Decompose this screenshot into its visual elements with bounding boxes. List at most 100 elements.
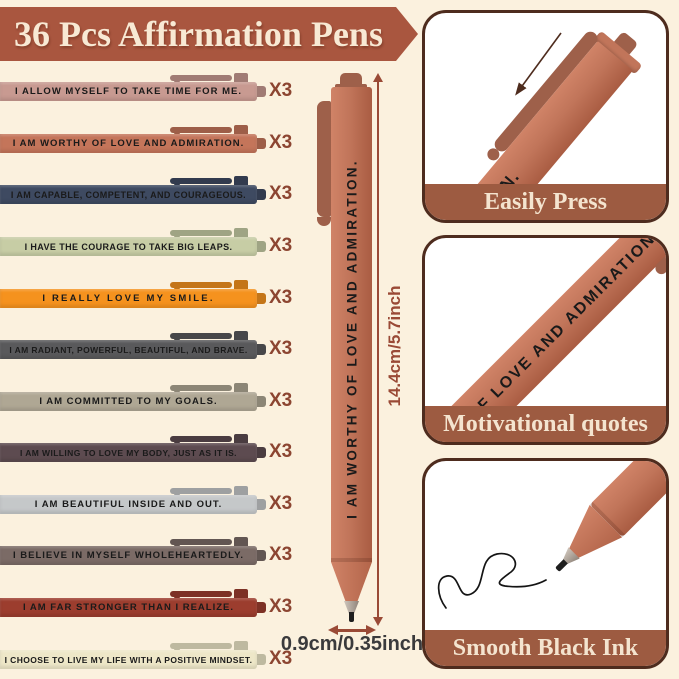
pen-body: I AM BEAUTIFUL INSIDE AND OUT. <box>0 495 257 514</box>
pen-body: I AM COMMITTED TO MY GOALS. <box>0 392 257 411</box>
featured-pen-nib <box>349 612 354 622</box>
affirmation-pen-row: I AM BEAUTIFUL INSIDE AND OUT. X3 <box>0 486 300 515</box>
pen-quote: I BELIEVE IN MYSELF WHOLEHEARTEDLY. <box>12 550 244 561</box>
pen-clip <box>170 436 232 446</box>
pen-tip <box>257 654 266 665</box>
pen-quote: I REALLY LOVE MY SMILE. <box>42 293 215 304</box>
pen-tip <box>257 293 266 304</box>
pen-clip <box>170 385 232 395</box>
pen-tip <box>257 344 266 355</box>
pen-body: I HAVE THE COURAGE TO TAKE BIG LEAPS. <box>0 237 257 256</box>
affirmation-pen-row: I AM RADIANT, POWERFUL, BEAUTIFUL, AND B… <box>0 331 300 360</box>
pen-body: I AM RADIANT, POWERFUL, BEAUTIFUL, AND B… <box>0 340 257 359</box>
callout-motivational-quotes: THY OF LOVE AND ADMIRATION. Motivational… <box>422 235 669 445</box>
pen-button <box>234 331 248 340</box>
featured-pen-ring <box>331 558 372 562</box>
pen-tip <box>257 602 266 613</box>
pen-clip <box>170 230 232 240</box>
pen-body: I AM CAPABLE, COMPETENT, AND COURAGEOUS. <box>0 185 257 204</box>
pen-body: I AM WORTHY OF LOVE AND ADMIRATION. <box>0 134 257 153</box>
featured-pen-flange <box>335 84 367 89</box>
pen-button <box>234 280 248 289</box>
pen-button <box>234 176 248 185</box>
arrow-right-icon <box>366 625 376 635</box>
pen-quote: I AM CAPABLE, COMPETENT, AND COURAGEOUS. <box>10 189 247 200</box>
pen-tip <box>257 550 266 561</box>
pen-quote: I HAVE THE COURAGE TO TAKE BIG LEAPS. <box>24 241 233 252</box>
title-banner: 36 Pcs Affirmation Pens <box>0 7 418 61</box>
pen-tip <box>257 241 266 252</box>
length-dimension-label: 14.4cm/5.7inch <box>385 285 404 407</box>
featured-pen-body: I AM WORTHY OF LOVE AND ADMIRATION. <box>331 87 372 562</box>
pen-quote: I AM COMMITTED TO MY GOALS. <box>39 396 218 407</box>
pen-tip <box>257 189 266 200</box>
affirmation-pen-row: I AM WORTHY OF LOVE AND ADMIRATION. X3 <box>0 125 300 154</box>
arrow-left-icon <box>328 625 338 635</box>
pen-quote: I AM WILLING TO LOVE MY BODY, JUST AS IT… <box>20 447 237 458</box>
callout-caption: Motivational quotes <box>443 410 648 437</box>
affirmation-pen-row: I AM FAR STRONGER THAN I REALIZE. X3 <box>0 589 300 618</box>
pen-clip <box>170 539 232 549</box>
affirmation-pen-row: I AM COMMITTED TO MY GOALS. X3 <box>0 383 300 412</box>
callout-caption-bar: Smooth Black Ink <box>425 630 666 666</box>
pen-body: I CHOOSE TO LIVE MY LIFE WITH A POSITIVE… <box>0 650 257 669</box>
pen-count-label: X3 <box>269 338 293 359</box>
length-dimension-line <box>377 80 379 620</box>
pen-button <box>234 383 248 392</box>
pen-tip <box>257 396 266 407</box>
featured-pen-quote: I AM WORTHY OF LOVE AND ADMIRATION. <box>344 158 359 519</box>
pen-count-label: X3 <box>269 648 293 669</box>
arrow-up-icon <box>373 73 383 82</box>
pen-clip <box>170 488 232 498</box>
pen-button <box>234 125 248 134</box>
callout-caption-bar: Motivational quotes <box>425 406 666 442</box>
pen-quote: I CHOOSE TO LIVE MY LIFE WITH A POSITIVE… <box>4 654 253 665</box>
pen-body: I REALLY LOVE MY SMILE. <box>0 289 257 308</box>
pen-clip <box>170 591 232 601</box>
ink-squiggle-icon <box>437 552 547 609</box>
callout-caption-bar: Easily Press <box>425 184 666 220</box>
pen-body: I BELIEVE IN MYSELF WHOLEHEARTEDLY. <box>0 546 257 565</box>
pen-quote: I AM RADIANT, POWERFUL, BEAUTIFUL, AND B… <box>9 344 248 355</box>
pen-count-label: X3 <box>269 390 293 411</box>
callout-caption: Easily Press <box>484 188 607 215</box>
pen-quote: I AM FAR STRONGER THAN I REALIZE. <box>22 602 235 613</box>
pen-count-label: X3 <box>269 441 293 462</box>
pen-body: I AM WILLING TO LOVE MY BODY, JUST AS IT… <box>0 443 257 462</box>
pen-tip <box>257 447 266 458</box>
featured-pen-button <box>340 73 362 86</box>
pen-body: I ALLOW MYSELF TO TAKE TIME FOR ME. <box>0 82 257 101</box>
pen-clip <box>170 178 232 188</box>
affirmation-pen-row: I ALLOW MYSELF TO TAKE TIME FOR ME. X3 <box>0 73 300 102</box>
pen-count-label: X3 <box>269 493 293 514</box>
pen-count-label: X3 <box>269 596 293 617</box>
pen-clip <box>170 75 232 85</box>
callout-easily-press: ATION. Easily Press <box>422 10 669 223</box>
pen-button <box>234 228 248 237</box>
pen-count-label: X3 <box>269 287 293 308</box>
pen-clip <box>170 127 232 137</box>
diameter-dimension-arrow <box>337 629 367 632</box>
pen-body: I AM FAR STRONGER THAN I REALIZE. <box>0 598 257 617</box>
pen-count-label: X3 <box>269 80 293 101</box>
affirmation-pen-row: I REALLY LOVE MY SMILE. X3 <box>0 280 300 309</box>
pen-button <box>234 486 248 495</box>
pen-count-label: X3 <box>269 544 293 565</box>
featured-pen-clip <box>317 101 331 226</box>
pen-quote: I AM WORTHY OF LOVE AND ADMIRATION. <box>12 138 245 149</box>
featured-pen-taper <box>331 562 372 602</box>
affirmation-pen-row: I BELIEVE IN MYSELF WHOLEHEARTEDLY. X3 <box>0 537 300 566</box>
pen-clip <box>170 282 232 292</box>
pen-clip <box>170 643 232 653</box>
pen-count-label: X3 <box>269 132 293 153</box>
callout-caption: Smooth Black Ink <box>452 634 639 661</box>
pen-count-label: X3 <box>269 183 293 204</box>
arrow-down-icon <box>373 617 383 626</box>
pen-quote: I AM BEAUTIFUL INSIDE AND OUT. <box>34 499 223 510</box>
pen-button <box>234 641 248 650</box>
pen-clip <box>170 333 232 343</box>
press-arrow-icon <box>515 32 562 96</box>
diameter-dimension-label: 0.9cm/0.35inch <box>280 633 424 655</box>
pen-tip <box>257 499 266 510</box>
